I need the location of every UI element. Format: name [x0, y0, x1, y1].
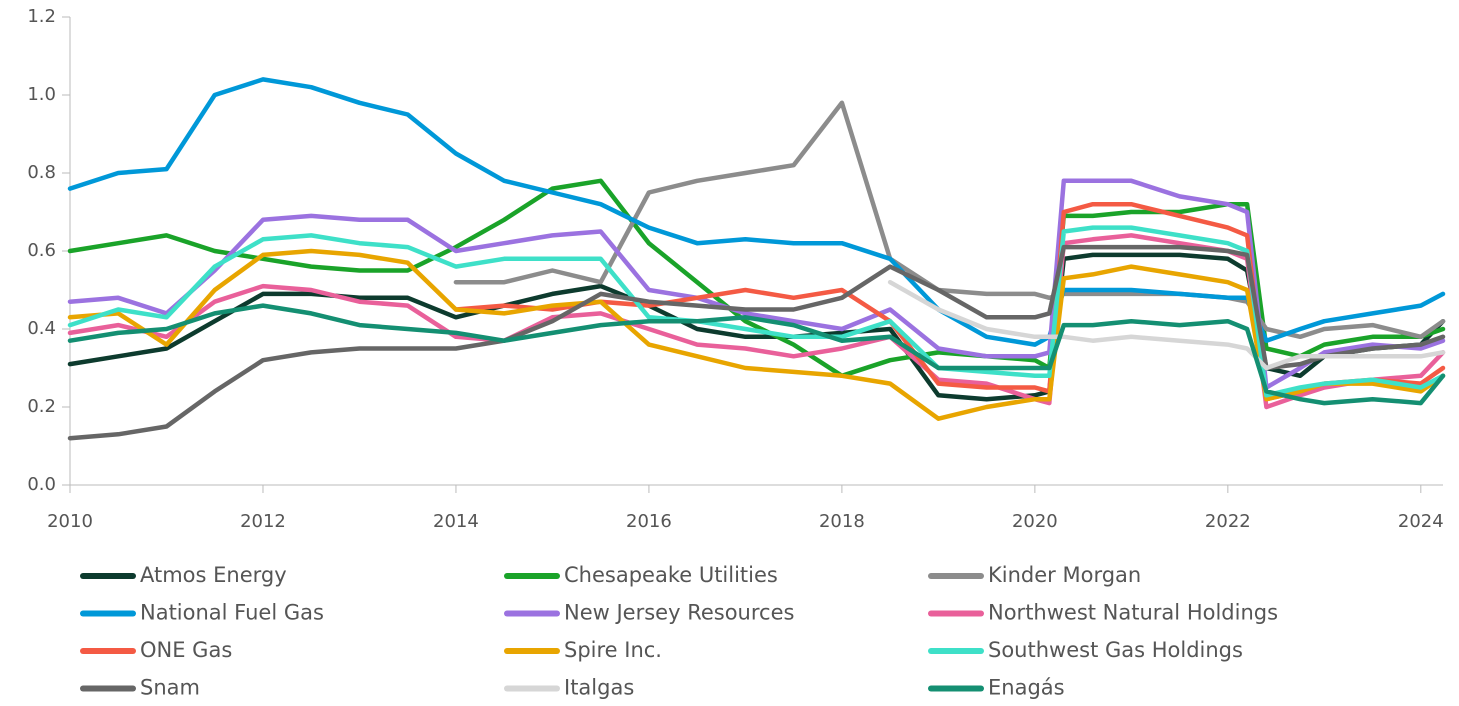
series-line [67, 244, 1446, 441]
legend-label: Enagás [988, 676, 1065, 700]
y-tick-label: 0.8 [27, 162, 56, 183]
y-tick-label: 0.4 [27, 318, 56, 339]
y-tick-label: 0.0 [27, 474, 56, 495]
x-tick-label: 2020 [1012, 511, 1058, 532]
x-tick-label: 2022 [1205, 511, 1251, 532]
legend-label: Southwest Gas Holdings [988, 638, 1243, 662]
y-tick-label: 0.6 [27, 240, 56, 261]
legend-label: ONE Gas [140, 638, 232, 662]
legend-label: New Jersey Resources [564, 601, 794, 625]
y-tick-label: 1.0 [27, 84, 56, 105]
legend-label: Kinder Morgan [988, 563, 1141, 587]
legend-label: Chesapeake Utilities [564, 563, 778, 587]
x-tick-label: 2024 [1398, 511, 1444, 532]
legend-label: Italgas [564, 676, 634, 700]
legend-label: Atmos Energy [140, 563, 287, 587]
series-line [887, 279, 1446, 371]
legend-label: Spire Inc. [564, 638, 662, 662]
legend-label: Snam [140, 676, 200, 700]
series-line [67, 303, 1446, 406]
series-line [67, 178, 1446, 379]
series-line [67, 248, 1446, 421]
x-tick-label: 2014 [433, 511, 479, 532]
x-tick-label: 2012 [240, 511, 286, 532]
series-line [67, 77, 1446, 347]
y-tick-label: 1.2 [27, 6, 56, 27]
legend-label: Northwest Natural Holdings [988, 601, 1278, 625]
legend-label: National Fuel Gas [140, 601, 324, 625]
x-tick-label: 2016 [626, 511, 672, 532]
y-tick-label: 0.2 [27, 396, 56, 417]
x-tick-label: 2018 [819, 511, 865, 532]
x-tick-label: 2010 [47, 511, 93, 532]
series-line [453, 100, 1446, 340]
